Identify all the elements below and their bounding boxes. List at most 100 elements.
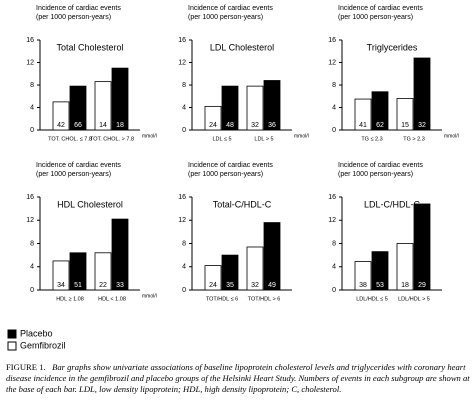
y-axis-label: (per 1000 person-years) [36,14,111,21]
x-tick-label: LDL/HDL ≤ 5 [356,296,388,302]
y-tick-label: 4 [30,264,34,271]
y-tick-label: 12 [178,59,186,66]
legend-swatch [7,329,17,339]
count-label: 53 [376,282,384,289]
y-axis-label: (per 1000 person-years) [36,171,111,178]
x-tick-label: LDL ≤ 5 [212,136,231,142]
y-axis-label: (per 1000 person-years) [188,171,263,178]
x-tick-label: TOT. CHOL. > 7.8 [90,136,134,142]
y-tick-label: 0 [182,127,186,134]
y-tick-label: 12 [26,217,34,224]
legend-label: Gemfibrozil [20,340,66,350]
count-label: 24 [209,122,217,129]
y-tick-label: 0 [30,127,34,134]
y-axis-label: (per 1000 person-years) [188,14,263,21]
x-tick-label: TOT/HDL ≤ 6 [206,296,238,302]
x-tick-label: HDL ≥ 1.08 [56,296,84,302]
y-tick-label: 4 [182,104,186,111]
count-label: 32 [251,282,259,289]
bar [246,246,264,291]
y-tick-label: 12 [328,217,336,224]
bar [246,85,264,131]
legend-label: Placebo [20,328,53,338]
y-tick-label: 16 [26,37,34,44]
bar [354,98,372,131]
count-label: 32 [418,122,426,129]
count-label: 34 [57,282,65,289]
count-label: 51 [74,282,82,289]
unit-label: mmol/l [142,133,157,139]
bar [413,203,431,291]
unit-label: mmol/l [142,293,157,299]
x-tick-label: LDL/HDL > 5 [398,296,430,302]
bar [52,101,70,131]
y-tick-label: 8 [182,240,186,247]
bar [204,265,222,291]
count-label: 15 [401,122,409,129]
bar [396,98,414,131]
bar [111,67,129,131]
y-axis-label: Incidence of cardiac events [188,162,273,169]
count-label: 22 [99,282,107,289]
count-label: 18 [116,122,124,129]
count-label: 14 [99,122,107,129]
x-tick-label: TG ≤ 2.3 [361,136,382,142]
x-tick-label: HDL < 1.08 [98,296,126,302]
y-tick-label: 16 [328,194,336,201]
chart-title: Total Cholesterol [56,42,123,52]
bar [371,251,389,291]
x-tick-label: TOT/HDL > 6 [248,296,281,302]
bar [413,57,431,131]
y-tick-label: 12 [26,59,34,66]
y-tick-label: 16 [178,37,186,44]
count-label: 49 [268,282,276,289]
chart-title: Total-C/HDL-C [213,199,272,209]
y-axis-label: (per 1000 person-years) [338,171,413,178]
caption: FIGURE 1. Bar graphs show univariate ass… [6,362,470,410]
bar [263,222,281,291]
y-tick-label: 0 [182,287,186,294]
caption-label: FIGURE 1. [6,362,46,372]
y-tick-label: 16 [26,194,34,201]
count-label: 33 [116,282,124,289]
x-tick-label: TOT. CHOL. ≤ 7.8 [48,136,92,142]
caption-text: Bar graphs show univariate associations … [6,362,470,394]
y-tick-label: 16 [178,194,186,201]
x-tick-label: TG > 2.3 [403,136,425,142]
bar [94,252,112,291]
y-tick-label: 12 [178,217,186,224]
chart-title: LDL-C/HDL-C [364,199,421,209]
figure: Incidence of cardiac events (per 1000 per… [7,5,459,351]
legend-swatch [7,341,17,351]
count-label: 35 [226,282,234,289]
unit-label: mmol/l [294,133,309,139]
y-tick-label: 8 [30,240,34,247]
bar [69,85,87,131]
y-axis-label: Incidence of cardiac events [338,5,423,12]
y-tick-label: 8 [332,240,336,247]
y-tick-label: 8 [30,82,34,89]
y-tick-label: 16 [328,37,336,44]
count-label: 42 [57,122,65,129]
y-tick-label: 0 [332,127,336,134]
y-tick-label: 4 [30,104,34,111]
y-axis-label: Incidence of cardiac events [188,5,273,12]
bar [52,260,70,291]
y-axis-label: Incidence of cardiac events [36,162,121,169]
y-axis-label: Incidence of cardiac events [36,5,121,12]
bar [204,105,222,131]
count-label: 66 [74,122,82,129]
x-tick-label: LDL > 5 [254,136,273,142]
y-tick-label: 8 [332,82,336,89]
y-tick-label: 8 [182,82,186,89]
y-tick-label: 12 [328,59,336,66]
bar [69,252,87,291]
y-tick-label: 0 [30,287,34,294]
count-label: 29 [418,282,426,289]
chart-title: Triglycerides [367,42,418,52]
count-label: 48 [226,122,234,129]
count-label: 32 [251,122,259,129]
bar [396,243,414,291]
count-label: 38 [359,282,367,289]
